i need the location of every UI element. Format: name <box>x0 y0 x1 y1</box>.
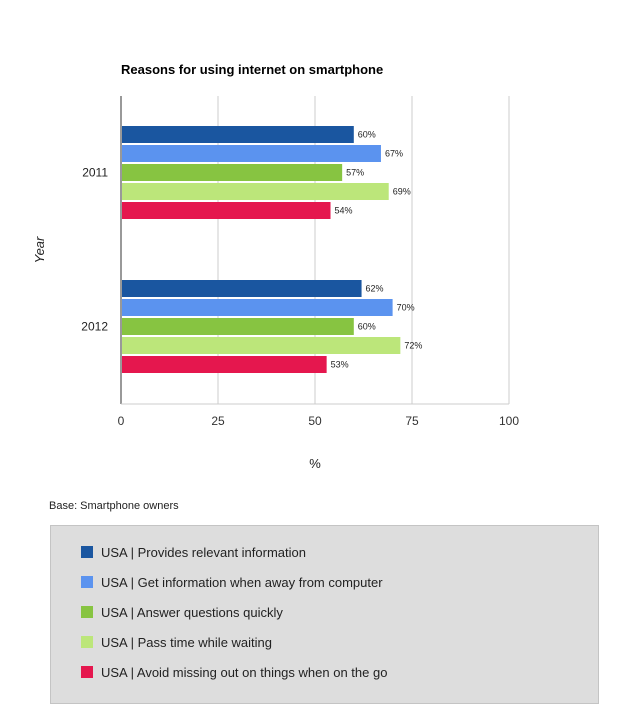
data-label: 72% <box>404 341 422 351</box>
bar-chart: 0 25 50 75 100 2011 60% 67% 57% 69% 54% 2012 62% 70% 6… <box>32 96 519 471</box>
data-label: 60% <box>358 130 376 140</box>
y-tick-label: 2012 <box>81 320 108 334</box>
bar <box>122 126 354 143</box>
bar <box>122 356 327 373</box>
x-tick-label: 50 <box>308 414 322 428</box>
bar <box>122 337 401 354</box>
legend-swatch <box>81 666 93 678</box>
legend-item: USA | Pass time while waiting <box>81 634 272 650</box>
legend-label: USA | Avoid missing out on things when o… <box>101 664 388 680</box>
legend-label: USA | Pass time while waiting <box>101 634 272 650</box>
legend-swatch <box>81 636 93 648</box>
legend-label: USA | Provides relevant information <box>101 544 306 560</box>
data-label: 70% <box>397 303 415 313</box>
x-tick-label: 75 <box>405 414 419 428</box>
data-label: 62% <box>366 284 384 294</box>
base-note: Base: Smartphone owners <box>49 500 179 512</box>
bar <box>122 280 362 297</box>
bar <box>122 318 354 335</box>
bar <box>122 183 389 200</box>
legend-swatch <box>81 606 93 618</box>
legend-item: USA | Provides relevant information <box>81 544 306 560</box>
bar <box>122 145 381 162</box>
data-label: 67% <box>385 149 403 159</box>
legend-item: USA | Avoid missing out on things when o… <box>81 664 387 680</box>
x-tick-label: 0 <box>118 414 125 428</box>
bar <box>122 164 343 181</box>
legend-item: USA | Get information when away from com… <box>81 574 383 590</box>
bar <box>122 299 393 316</box>
data-label: 57% <box>346 168 364 178</box>
x-axis-title: % <box>309 456 321 471</box>
data-label: 53% <box>331 360 349 370</box>
data-label: 60% <box>358 322 376 332</box>
y-tick-label: 2011 <box>82 166 108 180</box>
x-tick-label: 100 <box>499 414 519 428</box>
legend: USA | Provides relevant information USA |… <box>50 525 599 704</box>
x-tick-label: 25 <box>211 414 225 428</box>
bar <box>122 202 331 219</box>
data-label: 69% <box>393 187 411 197</box>
y-axis-title: Year <box>32 236 47 263</box>
legend-label: USA | Get information when away from com… <box>101 574 383 590</box>
data-label: 54% <box>335 206 353 216</box>
legend-swatch <box>81 546 93 558</box>
legend-swatch <box>81 576 93 588</box>
legend-item: USA | Answer questions quickly <box>81 604 283 620</box>
legend-label: USA | Answer questions quickly <box>101 604 283 620</box>
chart-title: Reasons for using internet on smartphone <box>121 62 384 77</box>
